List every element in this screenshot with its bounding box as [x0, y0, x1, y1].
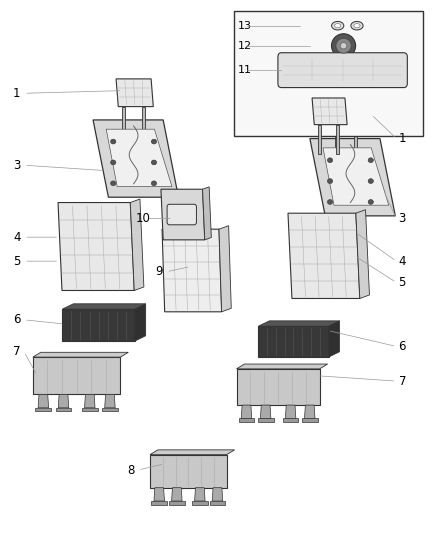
Polygon shape: [102, 408, 118, 411]
Text: 8: 8: [127, 464, 134, 477]
Ellipse shape: [368, 179, 373, 183]
Polygon shape: [85, 394, 95, 408]
Polygon shape: [335, 128, 338, 157]
Ellipse shape: [340, 43, 347, 49]
Polygon shape: [288, 213, 360, 298]
Ellipse shape: [332, 21, 344, 30]
Polygon shape: [150, 450, 234, 455]
Polygon shape: [302, 418, 318, 422]
Polygon shape: [38, 394, 49, 408]
Text: 4: 4: [13, 231, 21, 244]
Polygon shape: [33, 357, 120, 394]
Polygon shape: [258, 326, 328, 357]
Polygon shape: [328, 100, 366, 128]
Polygon shape: [202, 187, 211, 240]
Ellipse shape: [328, 199, 333, 204]
Polygon shape: [260, 405, 271, 418]
Text: 3: 3: [399, 212, 406, 225]
Ellipse shape: [332, 34, 356, 58]
Polygon shape: [162, 229, 222, 312]
Polygon shape: [283, 418, 299, 422]
Polygon shape: [169, 501, 185, 505]
Polygon shape: [131, 199, 144, 290]
Polygon shape: [150, 455, 227, 488]
Text: 7: 7: [399, 375, 406, 387]
Polygon shape: [219, 225, 231, 312]
Polygon shape: [151, 501, 167, 505]
Polygon shape: [258, 321, 339, 326]
Ellipse shape: [152, 139, 156, 144]
Text: 1: 1: [13, 87, 21, 100]
Polygon shape: [116, 79, 153, 107]
Text: 13: 13: [238, 21, 252, 31]
Text: 11: 11: [238, 64, 252, 75]
Text: 1: 1: [399, 132, 406, 145]
Polygon shape: [328, 321, 339, 357]
Polygon shape: [209, 501, 225, 505]
Polygon shape: [241, 405, 252, 418]
Text: 4: 4: [399, 255, 406, 268]
Ellipse shape: [110, 139, 116, 144]
Polygon shape: [63, 309, 135, 341]
Ellipse shape: [152, 181, 156, 185]
Polygon shape: [310, 139, 395, 216]
Polygon shape: [63, 304, 145, 309]
Polygon shape: [172, 488, 182, 501]
Polygon shape: [354, 128, 357, 157]
Polygon shape: [312, 98, 347, 125]
Polygon shape: [33, 352, 128, 357]
Polygon shape: [154, 488, 164, 501]
Polygon shape: [192, 501, 208, 505]
Polygon shape: [58, 203, 134, 290]
Text: 5: 5: [13, 255, 21, 268]
Ellipse shape: [110, 160, 116, 165]
Polygon shape: [142, 107, 145, 136]
Polygon shape: [336, 125, 339, 154]
Ellipse shape: [368, 199, 373, 204]
Polygon shape: [356, 209, 370, 298]
Text: 3: 3: [13, 159, 21, 172]
Polygon shape: [93, 120, 179, 197]
Polygon shape: [135, 304, 145, 341]
Polygon shape: [161, 189, 205, 240]
Text: 12: 12: [238, 41, 252, 51]
Ellipse shape: [152, 160, 156, 165]
Polygon shape: [56, 408, 71, 411]
Polygon shape: [304, 405, 315, 418]
Ellipse shape: [351, 21, 363, 30]
Polygon shape: [285, 405, 296, 418]
Ellipse shape: [328, 158, 333, 163]
Ellipse shape: [335, 23, 341, 28]
Polygon shape: [105, 394, 115, 408]
Ellipse shape: [336, 38, 351, 53]
Ellipse shape: [110, 181, 116, 185]
Text: 6: 6: [399, 340, 406, 353]
Polygon shape: [35, 408, 51, 411]
Polygon shape: [258, 418, 273, 422]
Ellipse shape: [368, 158, 373, 163]
Text: 5: 5: [399, 276, 406, 289]
Polygon shape: [237, 364, 328, 369]
Text: 7: 7: [13, 345, 21, 358]
Polygon shape: [323, 148, 389, 205]
Ellipse shape: [328, 179, 333, 183]
Text: 6: 6: [13, 313, 21, 326]
FancyBboxPatch shape: [278, 53, 407, 87]
Polygon shape: [122, 107, 125, 136]
Polygon shape: [212, 488, 223, 501]
Polygon shape: [82, 408, 98, 411]
Polygon shape: [194, 488, 205, 501]
Polygon shape: [237, 369, 320, 405]
Ellipse shape: [354, 23, 360, 28]
Bar: [234, 11, 423, 136]
Text: 10: 10: [136, 212, 151, 225]
Polygon shape: [239, 418, 254, 422]
FancyBboxPatch shape: [167, 204, 196, 225]
Polygon shape: [106, 129, 172, 187]
Polygon shape: [318, 125, 321, 154]
Text: 9: 9: [155, 265, 163, 278]
Polygon shape: [58, 394, 69, 408]
